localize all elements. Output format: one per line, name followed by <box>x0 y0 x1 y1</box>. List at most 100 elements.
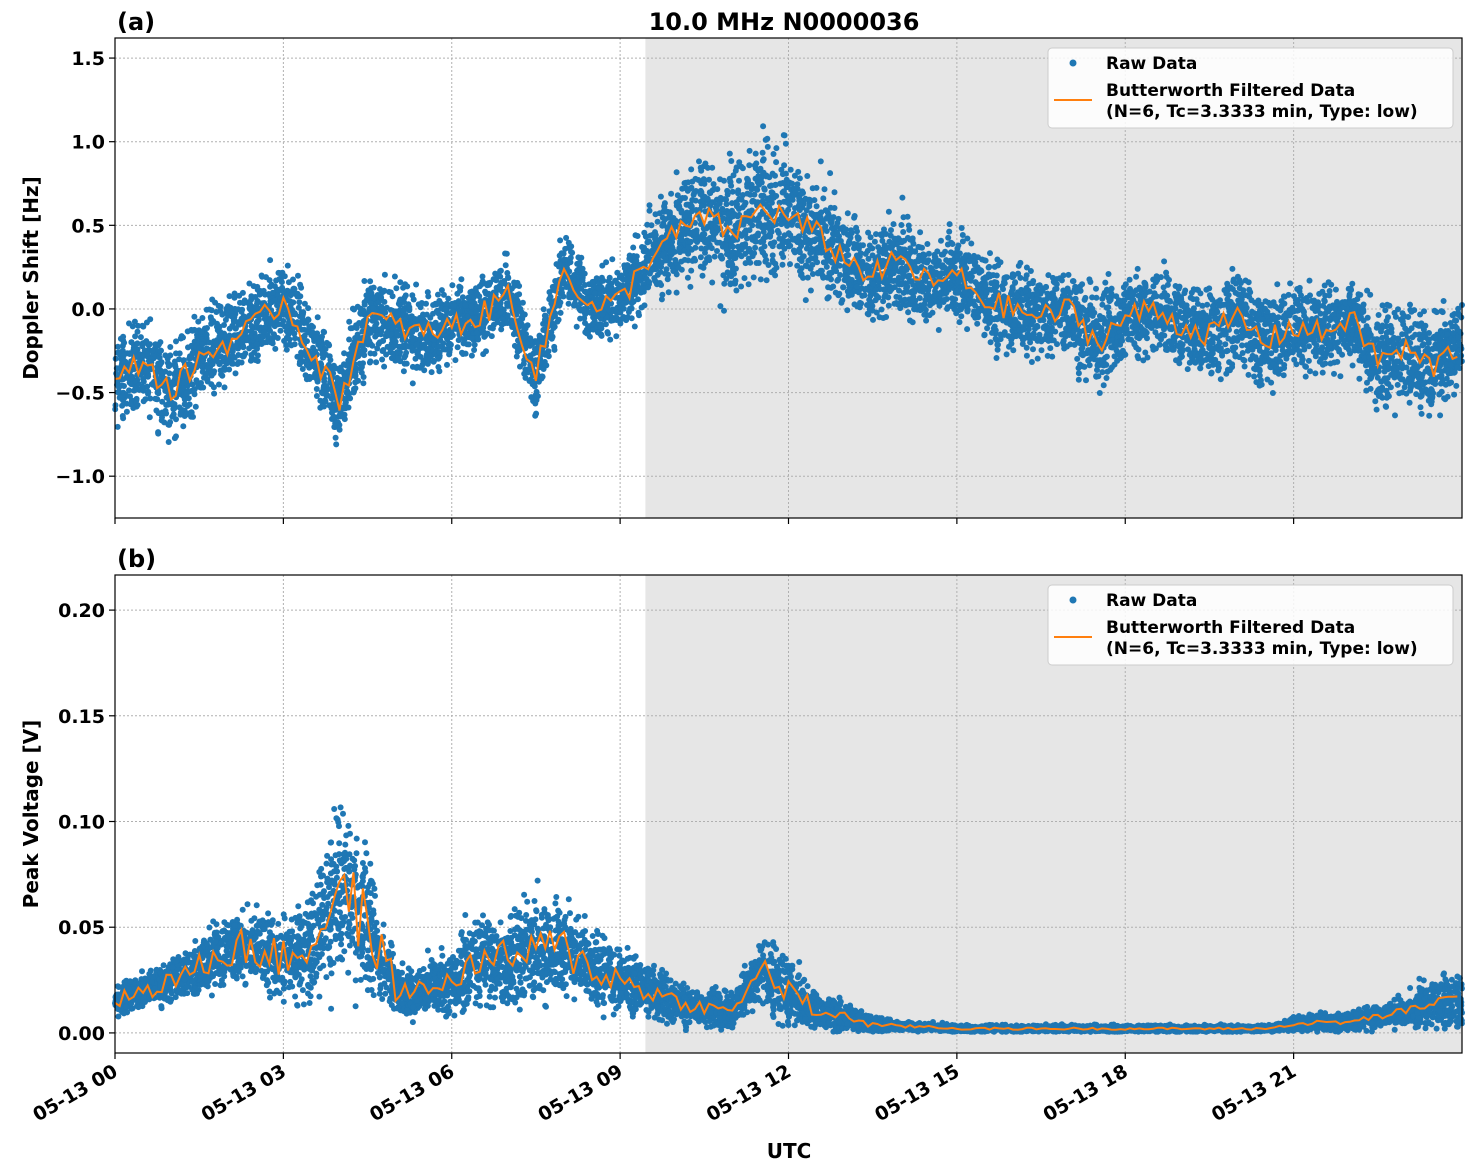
raw-data-point <box>668 190 675 197</box>
raw-data-point <box>956 319 963 326</box>
raw-data-point <box>221 384 228 391</box>
raw-data-point <box>423 300 429 307</box>
raw-data-point <box>157 348 163 354</box>
raw-data-point <box>717 176 723 183</box>
raw-data-point <box>337 413 344 420</box>
raw-data-point <box>424 289 431 296</box>
raw-data-point <box>397 296 404 303</box>
raw-data-point <box>898 239 905 246</box>
raw-data-point <box>370 284 377 291</box>
raw-data-point <box>768 189 775 196</box>
raw-data-point <box>634 233 641 239</box>
raw-data-point <box>430 310 436 317</box>
raw-data-point <box>863 285 869 292</box>
raw-data-point <box>882 291 889 298</box>
raw-data-point <box>295 272 301 279</box>
raw-data-point <box>156 354 163 361</box>
raw-data-point <box>147 395 154 402</box>
raw-data-point <box>177 411 184 418</box>
raw-data-point <box>741 202 748 209</box>
raw-data-point <box>467 289 474 296</box>
raw-data-point <box>346 390 353 397</box>
raw-data-point <box>646 238 653 245</box>
raw-data-point <box>527 376 534 383</box>
raw-data-point <box>654 218 661 225</box>
raw-data-point <box>968 240 975 247</box>
raw-data-point <box>378 294 385 301</box>
raw-data-point <box>845 252 852 258</box>
raw-data-point <box>724 187 731 194</box>
raw-data-point <box>821 186 828 193</box>
raw-data-point <box>1013 333 1020 340</box>
raw-data-point <box>728 158 735 164</box>
raw-data-point <box>132 333 139 340</box>
raw-data-point <box>192 403 199 410</box>
raw-data-point <box>837 238 844 244</box>
raw-data-point <box>286 341 293 348</box>
raw-data-point <box>921 311 928 318</box>
raw-data-point <box>820 274 827 281</box>
raw-data-point <box>336 426 343 433</box>
raw-data-point <box>237 299 243 306</box>
raw-data-point <box>758 192 765 199</box>
raw-data-point <box>964 326 971 333</box>
raw-data-point <box>1014 292 1021 299</box>
raw-data-point <box>450 302 457 309</box>
raw-data-point <box>281 273 288 280</box>
raw-data-point <box>567 259 574 266</box>
raw-data-point <box>557 309 564 316</box>
raw-data-point <box>115 389 121 396</box>
raw-data-point <box>890 221 897 228</box>
raw-data-point <box>383 351 390 358</box>
raw-data-point <box>835 292 842 299</box>
raw-data-point <box>565 300 572 307</box>
raw-data-series <box>112 123 1465 448</box>
raw-data-point <box>157 369 164 376</box>
raw-data-point <box>673 289 680 296</box>
raw-data-point <box>1011 298 1018 305</box>
raw-data-point <box>843 244 850 251</box>
raw-data-point <box>804 173 811 179</box>
raw-data-point <box>145 388 152 395</box>
raw-data-point <box>710 236 717 243</box>
raw-data-point <box>1030 346 1036 353</box>
raw-data-point <box>157 339 164 346</box>
raw-data-point <box>732 277 739 284</box>
raw-data-point <box>709 279 716 286</box>
raw-data-point <box>566 294 573 301</box>
raw-data-point <box>607 336 614 343</box>
raw-data-point <box>792 189 799 196</box>
raw-data-point <box>687 283 694 290</box>
raw-data-point <box>652 277 658 284</box>
raw-data-point <box>787 166 794 173</box>
raw-data-point <box>392 338 399 345</box>
raw-data-point <box>835 276 842 283</box>
raw-data-point <box>126 351 133 357</box>
raw-data-point <box>144 350 151 357</box>
raw-data-point <box>254 318 261 325</box>
raw-data-point <box>636 312 642 319</box>
raw-data-point <box>341 361 347 368</box>
raw-data-point <box>873 309 880 316</box>
raw-data-point <box>658 296 665 303</box>
raw-data-point <box>885 269 892 275</box>
raw-data-point <box>216 381 222 388</box>
raw-data-point <box>803 207 810 214</box>
raw-data-point <box>870 316 876 323</box>
raw-data-point <box>296 358 303 365</box>
raw-data-point <box>726 150 733 157</box>
raw-data-point <box>760 249 767 256</box>
raw-data-point <box>333 441 340 448</box>
raw-data-point <box>154 389 161 396</box>
raw-data-point <box>890 270 897 277</box>
raw-data-point <box>313 386 320 392</box>
raw-data-point <box>787 261 793 268</box>
raw-data-point <box>733 287 740 294</box>
raw-data-point <box>651 243 658 250</box>
raw-data-point <box>365 339 372 346</box>
raw-data-point <box>1033 296 1040 303</box>
raw-data-point <box>930 268 937 275</box>
raw-data-point <box>982 282 989 289</box>
raw-data-point <box>626 255 633 262</box>
raw-data-point <box>620 300 627 307</box>
